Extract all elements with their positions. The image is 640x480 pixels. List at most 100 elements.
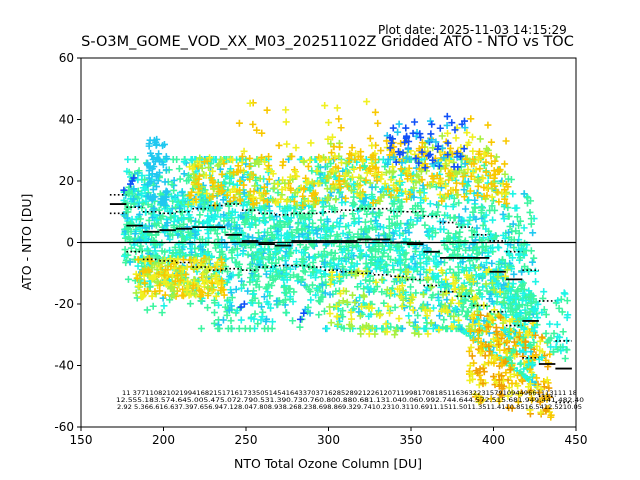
scatter-point [427, 319, 435, 327]
scatter-point [499, 377, 507, 385]
scatter-point [358, 192, 366, 200]
scatter-point [480, 183, 488, 191]
scatter-point [501, 326, 509, 334]
scatter-point [501, 195, 509, 203]
scatter-point [164, 219, 172, 227]
scatter-point [410, 266, 418, 274]
scatter-point [476, 165, 484, 173]
scatter-point [335, 189, 343, 197]
scatter-point [221, 303, 229, 311]
scatter-point [344, 221, 352, 229]
scatter-point [542, 329, 550, 337]
scatter-point [235, 325, 243, 333]
scatter-point [495, 260, 503, 268]
scatter-point [502, 180, 510, 188]
scatter-point [391, 303, 399, 311]
scatter-point [437, 283, 445, 291]
scatter-point [152, 141, 160, 149]
scatter-point [139, 293, 147, 301]
scatter-point [204, 283, 212, 291]
scatter-point [288, 228, 296, 236]
scatter-point [258, 129, 266, 137]
scatter-point [460, 145, 468, 153]
scatter-point [537, 408, 545, 416]
scatter-point [385, 222, 393, 230]
scatter-point [505, 345, 513, 353]
scatter-point [282, 214, 290, 222]
scatter-point [527, 247, 535, 255]
scatter-point [519, 289, 527, 297]
scatter-point [214, 325, 222, 333]
scatter-point [550, 348, 558, 356]
scatter-point [422, 258, 430, 266]
scatter-point [264, 300, 272, 308]
scatter-point [330, 184, 338, 192]
scatter-point [495, 244, 503, 252]
scatter-point [411, 118, 419, 126]
scatter-point [228, 294, 236, 302]
scatter-point [528, 258, 536, 266]
scatter-point [475, 326, 483, 334]
scatter-point [321, 289, 329, 297]
scatter-point [464, 182, 472, 190]
scatter-point [280, 276, 288, 284]
scatter-point [485, 342, 493, 350]
scatter-point [252, 281, 260, 289]
scatter-point [277, 195, 285, 203]
scatter-point [538, 353, 546, 361]
scatter-point [502, 311, 510, 319]
scatter-point [390, 153, 398, 161]
scatter-point [332, 287, 340, 295]
scatter-point [350, 233, 358, 241]
scatter-point [432, 138, 440, 146]
scatter-point [543, 338, 551, 346]
scatter-point [282, 270, 290, 278]
scatter-point [442, 182, 450, 190]
scatter-point [173, 216, 181, 224]
scatter-point [246, 154, 254, 162]
scatter-point [130, 185, 138, 193]
scatter-point [390, 278, 398, 286]
scatter-point [265, 175, 273, 183]
scatter-point [403, 154, 411, 162]
scatter-point [452, 230, 460, 238]
scatter-point [142, 197, 150, 205]
scatter-point [176, 276, 184, 284]
scatter-point [451, 126, 459, 134]
scatter-point [184, 277, 192, 285]
scatter-point [522, 373, 530, 381]
scatter-point [491, 353, 499, 361]
scatter-point [488, 259, 496, 267]
scatter-point [234, 251, 242, 259]
scatter-point [458, 283, 466, 291]
scatter-point [398, 302, 406, 310]
scatter-point [227, 317, 235, 325]
scatter-point [256, 175, 264, 183]
scatter-point [242, 241, 250, 249]
scatter-point [205, 217, 213, 225]
scatter-point [204, 292, 212, 300]
scatter-point [215, 187, 223, 195]
scatter-point [189, 282, 197, 290]
scatter-point [136, 215, 144, 223]
scatter-point [513, 292, 521, 300]
scatter-point [363, 210, 371, 218]
scatter-point [383, 328, 391, 336]
scatter-point [387, 206, 395, 214]
scatter-point [395, 315, 403, 323]
scatter-point [394, 148, 402, 156]
scatter-point [402, 255, 410, 263]
scatter-point [501, 316, 509, 324]
scatter-point [497, 330, 505, 338]
scatter-point [148, 264, 156, 272]
scatter-point [348, 322, 356, 330]
scatter-point [273, 213, 281, 221]
scatter-point [170, 287, 178, 295]
scatter-point [446, 265, 454, 273]
scatter-point [326, 202, 334, 210]
scatter-point [361, 177, 369, 185]
scatter-point [283, 140, 291, 148]
scatter-point [365, 312, 373, 320]
scatter-point [124, 208, 132, 216]
scatter-point [468, 312, 476, 320]
